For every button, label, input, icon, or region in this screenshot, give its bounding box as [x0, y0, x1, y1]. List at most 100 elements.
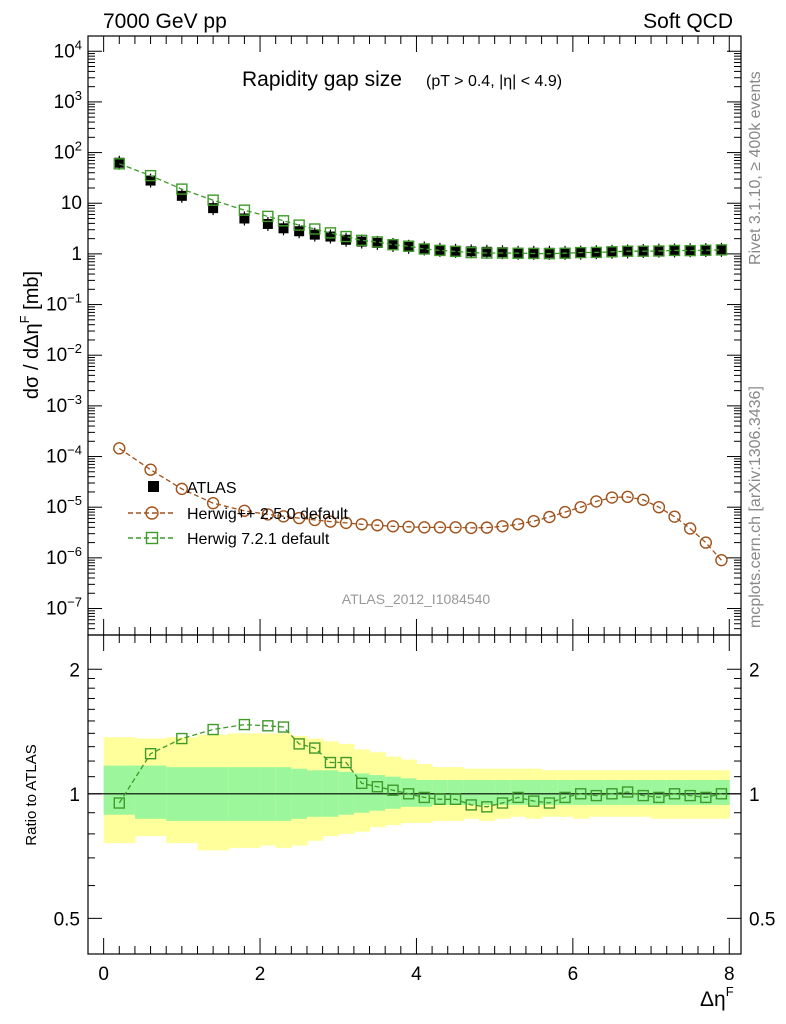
main-frame	[87, 35, 742, 636]
herwig7-point	[324, 227, 337, 239]
herwig7-point	[238, 204, 251, 216]
herwig7-point	[606, 246, 618, 258]
herwig7-point	[309, 223, 321, 235]
herwig7-ratio-point	[434, 793, 446, 805]
herwigpp-point	[449, 521, 462, 534]
herwigpp-point	[386, 520, 400, 533]
atlas-point	[685, 245, 696, 256]
ratio-x-tick-label: 4	[411, 964, 422, 985]
herwig7-point	[496, 247, 509, 259]
herwigpp-point	[339, 516, 353, 530]
ratio-y-tick-label-right: 0.5	[749, 909, 775, 930]
ratio-x-tick-label: 2	[255, 964, 266, 985]
herwig7-point	[653, 245, 665, 257]
herwig7-ratio-point	[309, 742, 321, 754]
mcplots-label: mcplots.cern.ch [arXiv:1306.3436]	[747, 386, 764, 628]
herwig7-point	[449, 245, 462, 258]
herwigpp-point	[683, 522, 697, 535]
herwig7-point	[465, 246, 477, 259]
herwigpp-line	[118, 447, 722, 561]
ratio-x-tick-label: 8	[724, 964, 735, 985]
main-panel: 10410310210110−110−210−310−410−510−610−7…	[17, 35, 742, 636]
herwig7-point	[277, 215, 290, 227]
main-y-tick-label: 10−6	[46, 544, 82, 569]
herwig7-point	[387, 238, 399, 251]
herwig7-ratio-point	[418, 791, 430, 804]
herwigpp-point	[464, 521, 478, 535]
herwig7-point	[434, 244, 446, 257]
svg-text:dσ / dΔηF [mb]: dσ / dΔηF [mb]	[17, 271, 43, 399]
herwig7-ratio-point	[324, 756, 337, 769]
herwigpp-point	[715, 553, 728, 567]
herwig7-ratio-point	[356, 777, 368, 790]
ratio-frame	[87, 634, 742, 955]
herwig7-ratio-point	[668, 788, 681, 800]
ratio-y-tick-label-left: 2	[69, 660, 80, 681]
ratio-ylabel: Ratio to ATLAS	[23, 744, 40, 845]
ratio-inner-band-segment	[588, 779, 605, 805]
herwig7-point	[207, 194, 219, 206]
atlas-point	[341, 234, 352, 245]
herwig7-point	[621, 245, 634, 257]
herwig7-ratio-point	[590, 789, 603, 802]
herwigpp-point	[511, 518, 525, 531]
herwigpp-point	[605, 491, 619, 504]
herwig7-point	[528, 247, 540, 260]
herwig7-ratio-point	[684, 789, 696, 802]
atlas-point	[528, 247, 539, 258]
ratio-y-tick-label-right: 2	[749, 660, 760, 681]
header-right: Soft QCD	[643, 10, 733, 33]
herwig7-ratio-point	[113, 797, 125, 809]
herwig7-point	[418, 243, 430, 255]
ratio-y-tick-label-left: 0.5	[54, 909, 80, 930]
herwig7-ratio-point	[340, 756, 352, 769]
ratio-inner-band-segment	[682, 779, 699, 805]
atlas-point	[481, 246, 492, 257]
herwig7-point	[715, 244, 728, 256]
herwig7-ratio-point	[449, 793, 462, 805]
herwig7-ratio-point	[512, 791, 524, 804]
herwig7-ratio-point	[700, 791, 712, 804]
herwig7-point	[684, 244, 696, 257]
main-y-tick-label: 10−4	[46, 443, 82, 468]
ratio-inner-band-segment	[635, 779, 652, 805]
ratio-inner-band-segment	[463, 779, 480, 805]
atlas-point	[294, 226, 305, 237]
herwig7-point	[113, 158, 125, 170]
herwig7-ratio-point	[293, 738, 305, 750]
herwig7-point	[293, 219, 305, 231]
herwig7-point	[668, 244, 681, 257]
main-y-tick-label: 10	[61, 193, 82, 214]
herwig7-ratio-point	[715, 788, 728, 800]
legend-atlas-label: ATLAS	[187, 480, 237, 497]
herwig7-point	[481, 247, 493, 259]
herwigpp-point	[558, 505, 572, 519]
herwigpp-point	[324, 515, 337, 528]
herwigpp-point	[355, 518, 368, 531]
ratio-inner-band-segment	[369, 775, 386, 811]
atlas-point	[208, 203, 219, 214]
herwig7-point	[340, 230, 352, 243]
x-axis-label: ΔηF	[700, 984, 734, 1011]
herwigpp-point	[308, 513, 321, 527]
ratio-inner-band-segment	[353, 773, 371, 813]
legend: ATLAS Herwig++ 2.5.0 default Herwig 7.2.…	[128, 480, 349, 548]
atlas-point	[419, 243, 430, 254]
atlas-point	[466, 246, 477, 257]
herwig7-ratio-point	[496, 797, 509, 809]
ratio-inner-band-segment	[103, 765, 136, 815]
herwig7-point	[371, 236, 384, 248]
herwigpp-point	[574, 500, 587, 514]
herwigpp-point	[699, 536, 713, 549]
herwig7-ratio-point	[528, 795, 540, 807]
ratio-inner-band-segment	[400, 778, 417, 807]
herwigpp-point	[371, 519, 384, 532]
legend-herwig7-marker	[145, 531, 159, 545]
ratio-panel: 0 2 4 6 8 2 2 1 1 0.5 0.5 Ratio to ATLAS ΔηF	[23, 634, 775, 1011]
atlas-point	[716, 244, 727, 255]
herwig7-point	[637, 245, 649, 257]
atlas-point	[239, 213, 250, 224]
herwigpp-point	[418, 521, 431, 534]
herwig7-ratio-point	[621, 786, 634, 798]
herwig7-ratio-point	[144, 748, 157, 760]
